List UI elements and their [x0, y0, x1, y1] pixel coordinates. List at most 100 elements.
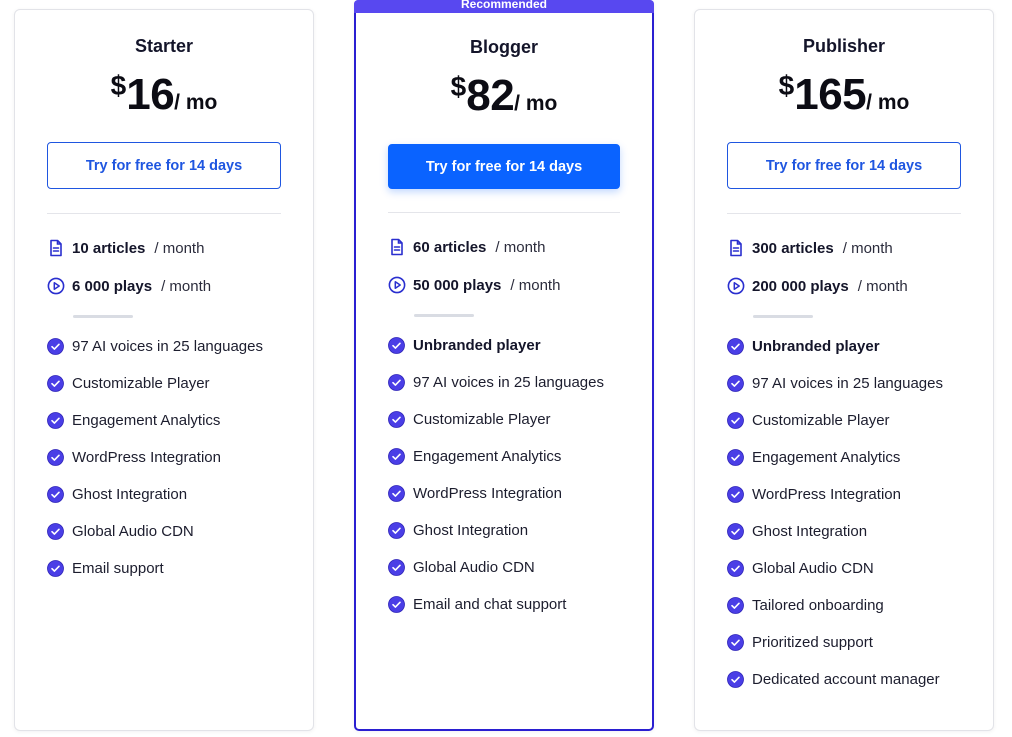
feature-label: Tailored onboarding [752, 597, 884, 614]
feature-label: Engagement Analytics [72, 412, 221, 429]
feature-label: Customizable Player [413, 411, 551, 428]
plays-quota: 200 000 plays / month [727, 275, 908, 297]
feature-item: Engagement Analytics [727, 439, 943, 476]
plays-count: 50 000 plays [413, 276, 502, 294]
feature-label: Prioritized support [752, 634, 873, 651]
divider [727, 213, 961, 214]
feature-item: 97 AI voices in 25 languages [47, 328, 263, 365]
feature-item: Global Audio CDN [47, 513, 263, 550]
feature-item: Tailored onboarding [727, 587, 943, 624]
plays-count: 6 000 plays [72, 277, 153, 295]
price-amount: 16 [126, 70, 175, 119]
plan-price: $16/ mo [15, 70, 313, 120]
check-circle-icon [727, 375, 744, 392]
feature-item: Ghost Integration [388, 512, 604, 549]
feature-list: 97 AI voices in 25 languages Customizabl… [47, 328, 263, 587]
feature-item: Email support [47, 550, 263, 587]
plan-card-publisher: Publisher $165/ mo Try for free for 14 d… [694, 9, 994, 731]
feature-item: WordPress Integration [388, 475, 604, 512]
play-circle-icon [727, 277, 745, 295]
try-free-button[interactable]: Try for free for 14 days [47, 142, 281, 189]
divider [388, 212, 620, 213]
check-circle-icon [388, 448, 405, 465]
feature-item: Global Audio CDN [727, 550, 943, 587]
check-circle-icon [388, 522, 405, 539]
articles-unit: / month [842, 239, 893, 257]
check-circle-icon [47, 560, 64, 577]
play-circle-icon [388, 276, 406, 294]
check-circle-icon [388, 559, 405, 576]
play-circle-icon [47, 277, 65, 295]
feature-item: Ghost Integration [47, 476, 263, 513]
divider [47, 213, 281, 214]
articles-unit: / month [154, 239, 205, 257]
feature-item: Engagement Analytics [47, 402, 263, 439]
price-currency: $ [110, 70, 127, 101]
price-period: / mo [174, 91, 218, 114]
feature-item: Dedicated account manager [727, 661, 943, 698]
check-circle-icon [388, 411, 405, 428]
feature-label: WordPress Integration [752, 486, 901, 503]
recommended-badge: Recommended [354, 0, 654, 13]
feature-item: 97 AI voices in 25 languages [727, 365, 943, 402]
check-circle-icon [47, 412, 64, 429]
price-period: / mo [866, 91, 910, 114]
check-circle-icon [388, 485, 405, 502]
feature-label: Global Audio CDN [413, 559, 535, 576]
articles-quota: 300 articles / month [727, 237, 893, 259]
feature-label: Email support [72, 560, 164, 577]
feature-item: Prioritized support [727, 624, 943, 661]
feature-item: WordPress Integration [727, 476, 943, 513]
feature-label: Unbranded player [752, 338, 880, 355]
check-circle-icon [47, 338, 64, 355]
feature-label: Engagement Analytics [752, 449, 901, 466]
price-currency: $ [778, 70, 795, 101]
feature-item: 97 AI voices in 25 languages [388, 364, 604, 401]
check-circle-icon [727, 634, 744, 651]
feature-label: Email and chat support [413, 596, 567, 613]
separator-bar [73, 315, 133, 318]
feature-label: 97 AI voices in 25 languages [413, 374, 604, 391]
feature-item: Customizable Player [47, 365, 263, 402]
feature-item: Engagement Analytics [388, 438, 604, 475]
feature-label: Customizable Player [752, 412, 890, 429]
articles-count: 300 articles [752, 239, 834, 257]
feature-item: Unbranded player [388, 327, 604, 364]
articles-quota: 10 articles / month [47, 237, 204, 259]
check-circle-icon [47, 486, 64, 503]
feature-label: 97 AI voices in 25 languages [72, 338, 263, 355]
check-circle-icon [727, 523, 744, 540]
plan-name: Publisher [802, 36, 886, 56]
plays-quota: 6 000 plays / month [47, 275, 211, 297]
plan-card-starter: Starter $16/ mo Try for free for 14 days… [14, 9, 314, 731]
plan-price: $82/ mo [356, 71, 652, 121]
articles-quota: 60 articles / month [388, 236, 545, 258]
articles-unit: / month [495, 238, 546, 256]
plays-unit: / month [161, 277, 212, 295]
feature-label: Global Audio CDN [72, 523, 194, 540]
document-icon [47, 239, 65, 257]
feature-label: Ghost Integration [752, 523, 868, 540]
check-circle-icon [727, 412, 744, 429]
price-currency: $ [450, 71, 467, 102]
plan-name: Blogger [469, 37, 538, 57]
check-circle-icon [727, 486, 744, 503]
feature-label: WordPress Integration [413, 485, 562, 502]
check-circle-icon [47, 449, 64, 466]
check-circle-icon [727, 597, 744, 614]
feature-label: Customizable Player [72, 375, 210, 392]
document-icon [388, 238, 406, 256]
price-amount: 82 [466, 71, 515, 120]
plays-unit: / month [510, 276, 561, 294]
feature-item: Customizable Player [727, 402, 943, 439]
check-circle-icon [388, 374, 405, 391]
check-circle-icon [727, 338, 744, 355]
try-free-button[interactable]: Try for free for 14 days [727, 142, 961, 189]
feature-label: Ghost Integration [72, 486, 188, 503]
feature-label: Global Audio CDN [752, 560, 874, 577]
try-free-button[interactable]: Try for free for 14 days [388, 144, 620, 189]
feature-list: Unbranded player 97 AI voices in 25 lang… [388, 327, 604, 623]
check-circle-icon [388, 337, 405, 354]
feature-label: Dedicated account manager [752, 671, 940, 688]
articles-count: 60 articles [413, 238, 487, 256]
